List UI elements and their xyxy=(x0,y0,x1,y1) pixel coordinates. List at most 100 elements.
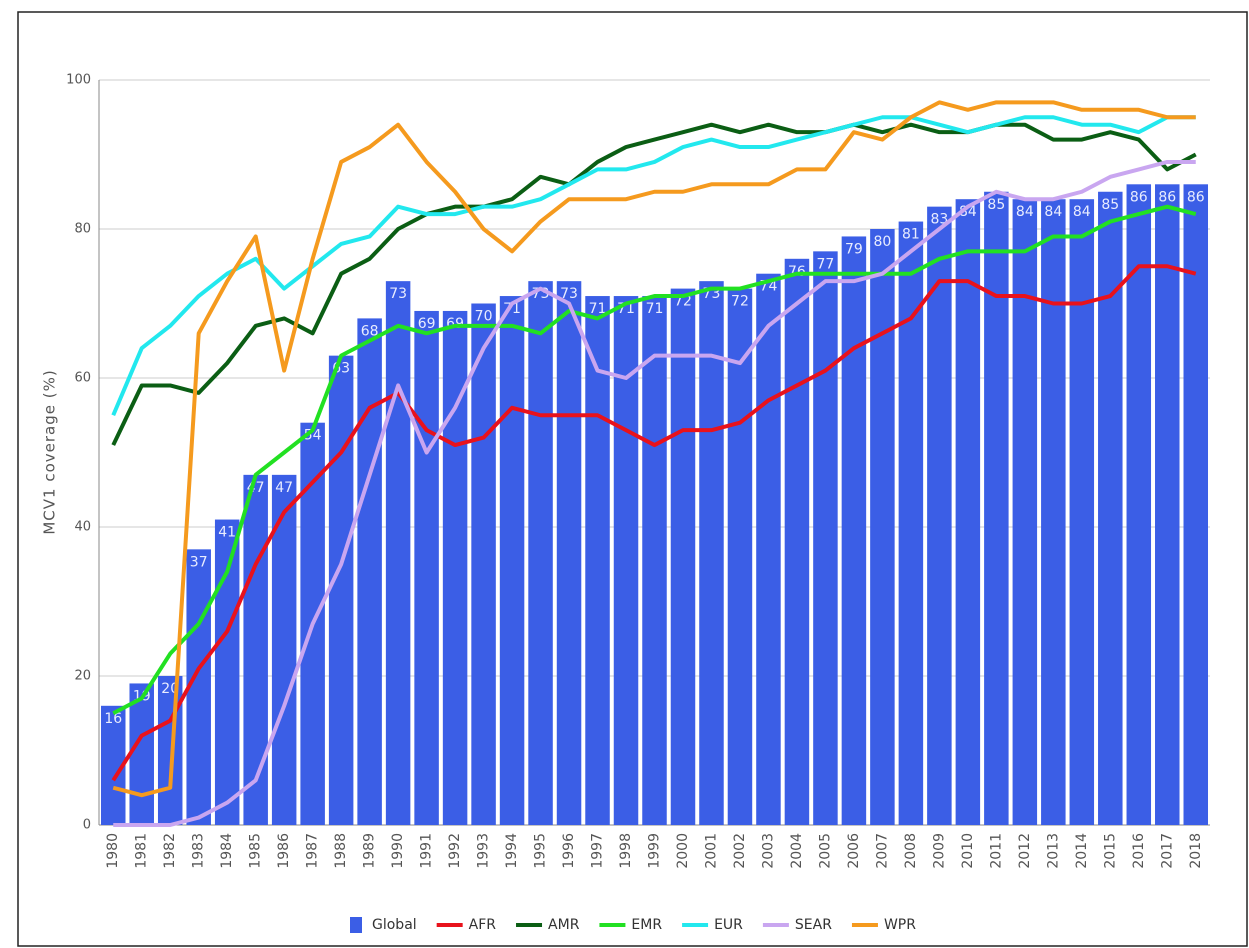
x-tick-label: 2015 xyxy=(1102,833,1118,869)
x-tick-label: 2011 xyxy=(988,833,1004,869)
x-tick-label: 1994 xyxy=(504,833,520,869)
x-tick-label: 1996 xyxy=(561,833,577,869)
x-tick-label: 1987 xyxy=(305,833,321,869)
x-tick-label: 1995 xyxy=(533,833,549,869)
bar xyxy=(385,281,411,825)
data-label: 70 xyxy=(475,309,493,325)
x-tick-label: 1984 xyxy=(219,833,235,869)
data-label: 37 xyxy=(190,554,208,570)
line xyxy=(112,204,1197,716)
x-tick-label: 1999 xyxy=(647,833,663,869)
line xyxy=(112,100,1196,798)
bar xyxy=(357,318,382,825)
line xyxy=(113,159,1196,827)
bar xyxy=(328,355,354,825)
data-label: 16 xyxy=(104,711,122,727)
x-tick-label: 2009 xyxy=(931,833,947,869)
x-tick-label: 2018 xyxy=(1188,833,1204,869)
data-label: 84 xyxy=(1044,204,1062,220)
legend-item: AMR xyxy=(516,917,580,933)
x-tick-label: 2013 xyxy=(1045,833,1061,869)
bar xyxy=(528,281,553,825)
data-label: 81 xyxy=(902,227,920,243)
bar xyxy=(670,288,696,826)
x-tick-label: 1985 xyxy=(248,833,264,869)
x-tick-label: 2000 xyxy=(675,833,691,869)
y-tick-label: 100 xyxy=(66,73,91,88)
bar xyxy=(1041,199,1066,825)
data-label: 85 xyxy=(1101,197,1119,213)
legend-label: Global xyxy=(372,917,417,933)
x-tick-label: 1986 xyxy=(276,833,292,869)
line xyxy=(111,122,1197,446)
legend-item: AFR xyxy=(436,917,497,933)
bar xyxy=(585,296,610,825)
y-axis-title: MCV1 coverage (%) xyxy=(41,369,59,534)
legend-label: EUR xyxy=(714,917,743,933)
bar xyxy=(1183,184,1209,826)
data-label: 79 xyxy=(845,241,863,257)
bar xyxy=(813,251,838,826)
x-tick-label: 1997 xyxy=(590,833,606,869)
bar xyxy=(271,474,297,825)
bar xyxy=(1069,199,1095,825)
x-tick-label: 1990 xyxy=(390,833,406,869)
data-label: 71 xyxy=(646,301,664,317)
bar xyxy=(471,303,496,825)
bar xyxy=(556,281,582,825)
bar xyxy=(1126,184,1152,826)
bar xyxy=(699,281,724,825)
bar xyxy=(870,229,895,825)
legend-label: EMR xyxy=(631,917,662,933)
y-tick-label: 20 xyxy=(74,669,91,684)
y-tick-label: 80 xyxy=(74,222,91,237)
x-tick-label: 1991 xyxy=(419,833,435,869)
legend-item: Global xyxy=(350,917,417,933)
frame xyxy=(17,11,1248,947)
x-tick-label: 2008 xyxy=(903,833,919,869)
data-label: 80 xyxy=(873,234,891,250)
bar xyxy=(727,288,753,826)
legend-label: SEAR xyxy=(795,917,832,933)
x-tick-label: 1982 xyxy=(162,833,178,869)
bar xyxy=(841,236,867,825)
x-tick-label: 1992 xyxy=(447,833,463,869)
data-label: 84 xyxy=(1073,204,1091,220)
x-tick-label: 2003 xyxy=(760,833,776,869)
x-tick-label: 2014 xyxy=(1074,833,1090,869)
legend-item: SEAR xyxy=(762,917,832,933)
bar xyxy=(1155,184,1180,826)
bar xyxy=(898,221,924,826)
x-tick-label: 2001 xyxy=(703,833,719,869)
data-label: 69 xyxy=(418,316,436,332)
legend-item: WPR xyxy=(851,917,916,933)
data-label: 73 xyxy=(389,286,407,302)
data-label: 73 xyxy=(560,286,578,302)
legend-label: AMR xyxy=(548,917,580,933)
bar xyxy=(927,206,952,825)
bar xyxy=(157,676,183,825)
y-tick-label: 60 xyxy=(74,371,91,386)
line xyxy=(111,115,1196,417)
y-tick-label: 40 xyxy=(74,520,91,535)
data-label: 68 xyxy=(361,323,379,339)
x-tick-label: 1993 xyxy=(476,833,492,869)
x-tick-label: 1981 xyxy=(134,833,150,869)
x-tick-label: 2004 xyxy=(789,833,805,869)
x-tick-label: 2010 xyxy=(960,833,976,869)
y-tick-label: 0 xyxy=(83,818,91,833)
bar xyxy=(442,310,468,825)
bar xyxy=(955,199,981,825)
bar xyxy=(784,258,810,825)
legend-label: AFR xyxy=(469,917,497,933)
bar xyxy=(642,296,667,825)
x-tick-label: 2006 xyxy=(846,833,862,869)
x-tick-label: 1989 xyxy=(362,833,378,869)
x-tick-label: 2007 xyxy=(874,833,890,869)
x-tick-label: 1980 xyxy=(105,833,121,869)
x-tick-label: 1983 xyxy=(191,833,207,869)
line xyxy=(111,264,1197,782)
bar xyxy=(499,296,525,825)
x-tick-label: 2005 xyxy=(817,833,833,869)
